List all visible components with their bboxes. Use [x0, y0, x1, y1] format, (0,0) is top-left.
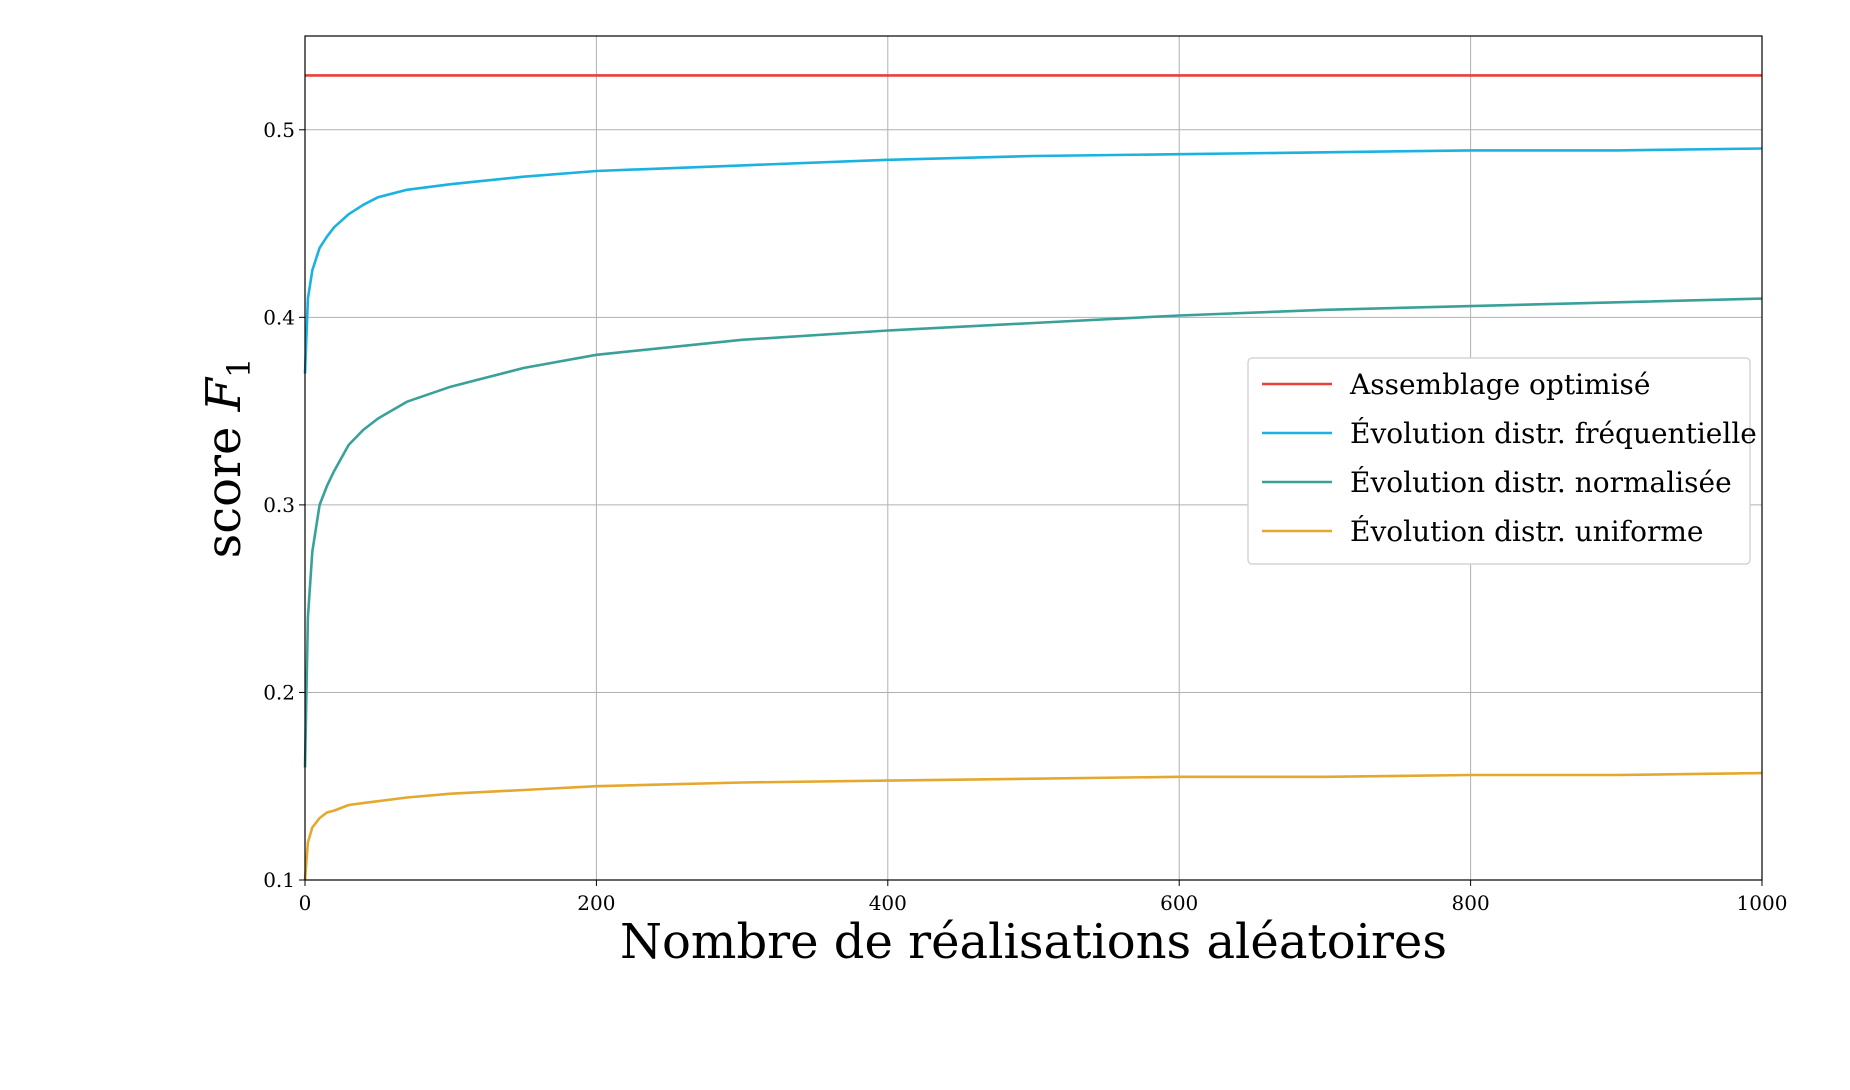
series-line-evolution-distr-frequentielle	[303, 147, 1763, 374]
ticks-group: 0 200 400 600 800 1000 0.1 0.2 0.3 0.4 0.5	[263, 118, 1787, 915]
legend-label-assemblage-optimise: Assemblage optimisé	[1349, 368, 1650, 401]
y-tick-label: 0.3	[263, 493, 295, 517]
y-tick-label: 0.1	[263, 868, 295, 892]
legend: Assemblage optimisé Évolution distr. fré…	[1247, 357, 1757, 565]
x-tick-label: 1000	[1737, 891, 1788, 915]
y-axis-label-subscript: 1	[220, 358, 258, 378]
x-tick-label: 800	[1452, 891, 1490, 915]
y-tick-label: 0.4	[263, 305, 295, 329]
legend-label-uniforme: Évolution distr. uniforme	[1350, 515, 1703, 548]
plot-frame	[304, 35, 1763, 881]
y-tick-label: 0.5	[263, 118, 295, 142]
y-axis-label-variable: F	[196, 376, 252, 412]
series-line-evolution-distr-uniforme	[303, 771, 1763, 881]
x-tick-label: 200	[577, 891, 615, 915]
series-group	[303, 74, 1763, 881]
legend-label-frequentielle: Évolution distr. fréquentielle	[1350, 417, 1757, 450]
y-axis-label: score F1	[196, 358, 258, 559]
legend-label-normalisee: Évolution distr. normalisée	[1350, 466, 1732, 499]
legend-box	[1247, 357, 1751, 565]
x-tick-label: 600	[1160, 891, 1198, 915]
x-axis-label: Nombre de réalisations aléatoires	[620, 914, 1447, 970]
series-line-evolution-distr-normalisee	[303, 297, 1763, 768]
y-tick-label: 0.2	[263, 680, 295, 704]
x-tick-label: 400	[869, 891, 907, 915]
y-axis-label-prefix: score	[196, 411, 252, 558]
x-tick-label: 0	[299, 891, 312, 915]
